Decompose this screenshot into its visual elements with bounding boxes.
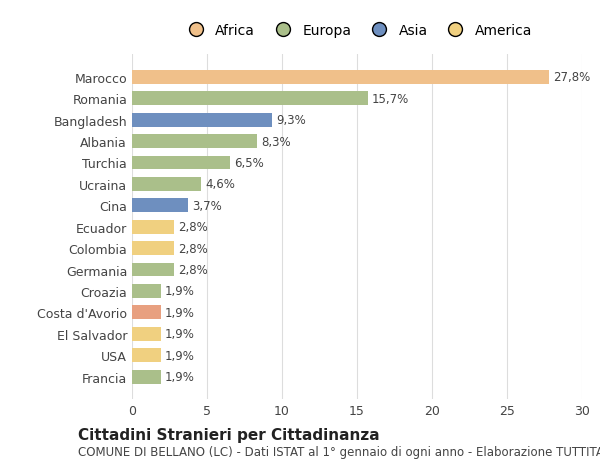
- Bar: [132, 92, 367, 106]
- Text: 1,9%: 1,9%: [165, 285, 195, 298]
- Bar: [132, 348, 161, 362]
- Bar: [132, 306, 161, 319]
- Text: 1,9%: 1,9%: [165, 349, 195, 362]
- Bar: [132, 220, 174, 234]
- Text: 2,8%: 2,8%: [179, 242, 208, 255]
- Text: 1,9%: 1,9%: [165, 370, 195, 383]
- Bar: [132, 241, 174, 256]
- Text: 3,7%: 3,7%: [192, 199, 222, 213]
- Text: 2,8%: 2,8%: [179, 221, 208, 234]
- Bar: [132, 370, 161, 384]
- Bar: [132, 327, 161, 341]
- Text: 4,6%: 4,6%: [205, 178, 235, 191]
- Legend: Africa, Europa, Asia, America: Africa, Europa, Asia, America: [175, 17, 539, 45]
- Text: 6,5%: 6,5%: [234, 157, 264, 170]
- Text: 9,3%: 9,3%: [276, 114, 306, 127]
- Text: 2,8%: 2,8%: [179, 263, 208, 276]
- Text: 8,3%: 8,3%: [261, 135, 290, 148]
- Text: 27,8%: 27,8%: [554, 71, 591, 84]
- Bar: [132, 199, 187, 213]
- Text: Cittadini Stranieri per Cittadinanza: Cittadini Stranieri per Cittadinanza: [78, 427, 380, 442]
- Bar: [132, 71, 549, 84]
- Bar: [132, 135, 257, 149]
- Text: 1,9%: 1,9%: [165, 328, 195, 341]
- Bar: [132, 284, 161, 298]
- Text: 15,7%: 15,7%: [372, 93, 409, 106]
- Text: 1,9%: 1,9%: [165, 306, 195, 319]
- Bar: [132, 263, 174, 277]
- Bar: [132, 156, 229, 170]
- Text: COMUNE DI BELLANO (LC) - Dati ISTAT al 1° gennaio di ogni anno - Elaborazione TU: COMUNE DI BELLANO (LC) - Dati ISTAT al 1…: [78, 445, 600, 458]
- Bar: [132, 113, 271, 127]
- Bar: [132, 178, 201, 191]
